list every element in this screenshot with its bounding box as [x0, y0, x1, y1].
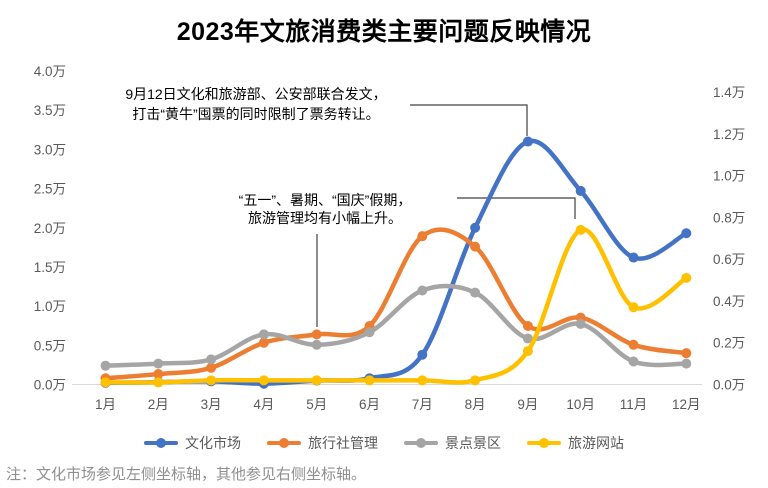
series-point: [417, 285, 428, 296]
series-point: [364, 327, 375, 338]
series-point: [575, 185, 586, 196]
series-point: [311, 375, 322, 386]
series-point: [628, 356, 639, 367]
series-point: [364, 375, 375, 386]
series-point: [206, 362, 217, 373]
series-point: [153, 369, 164, 380]
right-axis-tick: 0.4万: [713, 294, 745, 309]
series-point: [470, 241, 481, 252]
right-axis-tick: 0.8万: [713, 210, 745, 225]
series-point: [206, 354, 217, 365]
series-point: [522, 333, 533, 344]
annotation-line: 打击“黄牛”囤票的同时限制了票务转让。: [132, 106, 380, 122]
left-axis-tick: 2.5万: [34, 182, 66, 197]
annotation-line: 9月12日文化和旅游部、公安部联合发文，: [125, 86, 387, 102]
annotation-sept-policy: 9月12日文化和旅游部、公安部联合发文， 打击“黄牛”囤票的同时限制了票务转让。: [98, 84, 414, 124]
series-point: [417, 231, 428, 242]
series-point: [153, 358, 164, 369]
chart-legend: 文化市场 旅行社管理 景点景区 旅游网站: [0, 433, 768, 453]
series-point: [258, 329, 269, 340]
series-point: [100, 360, 111, 371]
x-axis-label: 4月: [253, 397, 274, 412]
series-point: [100, 377, 111, 388]
series-point: [681, 358, 692, 369]
legend-line-dot-icon: [144, 438, 178, 448]
series-point: [522, 321, 533, 331]
annotation-connector: [410, 104, 528, 136]
right-axis-tick: 0.0万: [713, 378, 745, 393]
footnote: 注：文化市场参见左侧坐标轴，其他参见右侧坐标轴。: [6, 466, 367, 483]
series-point: [470, 287, 481, 298]
series-point: [575, 224, 586, 235]
series-point: [522, 346, 533, 357]
x-axis-label: 9月: [517, 397, 538, 412]
legend-item: 景点景区: [404, 433, 501, 453]
left-axis-tick: 0.0万: [34, 378, 66, 393]
series-point: [470, 375, 481, 386]
legend-line-dot-icon: [404, 438, 438, 448]
x-axis-label: 7月: [412, 397, 433, 412]
left-axis-tick: 1.0万: [34, 299, 66, 314]
left-axis-tick: 4.0万: [34, 64, 66, 79]
x-axis-label: 5月: [306, 397, 327, 412]
annotation-connector: [457, 197, 576, 219]
left-axis-tick: 0.5万: [34, 338, 66, 353]
x-axis-label: 2月: [148, 397, 169, 412]
left-axis-tick: 2.0万: [34, 221, 66, 236]
series-point: [681, 348, 692, 359]
series-point: [417, 375, 428, 386]
x-axis-label: 10月: [566, 397, 595, 412]
legend-line-dot-icon: [267, 438, 301, 448]
x-axis-label: 3月: [201, 397, 222, 412]
series-point: [522, 136, 533, 147]
right-axis-tick: 0.6万: [713, 252, 745, 267]
annotation-line: 旅游管理均有小幅上升。: [248, 210, 402, 226]
legend-label: 旅游网站: [568, 435, 624, 451]
series-line: [103, 227, 689, 381]
legend-label: 景点景区: [445, 435, 501, 451]
legend-item: 文化市场: [144, 433, 241, 453]
x-axis-label: 12月: [672, 397, 701, 412]
annotation-line: “五一”、暑期、“国庆”假期，: [238, 192, 412, 208]
legend-item: 旅行社管理: [267, 433, 378, 453]
series-point: [258, 375, 269, 386]
x-axis-label: 6月: [359, 397, 380, 412]
legend-line-dot-icon: [527, 438, 561, 448]
series-point: [258, 337, 269, 348]
series-point: [681, 228, 692, 239]
x-axis-label: 1月: [95, 397, 116, 412]
right-axis-tick: 1.0万: [713, 169, 745, 184]
x-axis-label: 8月: [465, 397, 486, 412]
left-axis-tick: 3.5万: [34, 103, 66, 118]
right-axis-tick: 1.4万: [713, 85, 745, 100]
series-point: [311, 339, 322, 350]
series-point: [470, 222, 481, 233]
legend-label: 文化市场: [185, 435, 241, 451]
series-point: [575, 318, 586, 329]
annotation-holidays: “五一”、暑期、“国庆”假期， 旅游管理均有小幅上升。: [205, 191, 445, 227]
series-point: [311, 329, 322, 340]
series-point: [681, 272, 692, 283]
right-axis-tick: 0.2万: [713, 336, 745, 351]
series-point: [206, 375, 217, 386]
series-point: [628, 302, 639, 313]
x-axis-label: 11月: [620, 397, 648, 412]
left-axis-tick: 3.0万: [34, 142, 66, 157]
right-axis-tick: 1.2万: [713, 127, 745, 142]
series-point: [417, 349, 428, 360]
series-point: [153, 377, 164, 388]
legend-label: 旅行社管理: [308, 435, 378, 451]
left-axis-tick: 1.5万: [34, 260, 66, 275]
chart-title: 2023年文旅消费类主要问题反映情况: [176, 18, 592, 46]
legend-item: 旅游网站: [527, 433, 624, 453]
series-point: [628, 339, 639, 350]
series-line: [103, 138, 689, 386]
series-line: [103, 227, 689, 385]
series-point: [628, 252, 639, 263]
